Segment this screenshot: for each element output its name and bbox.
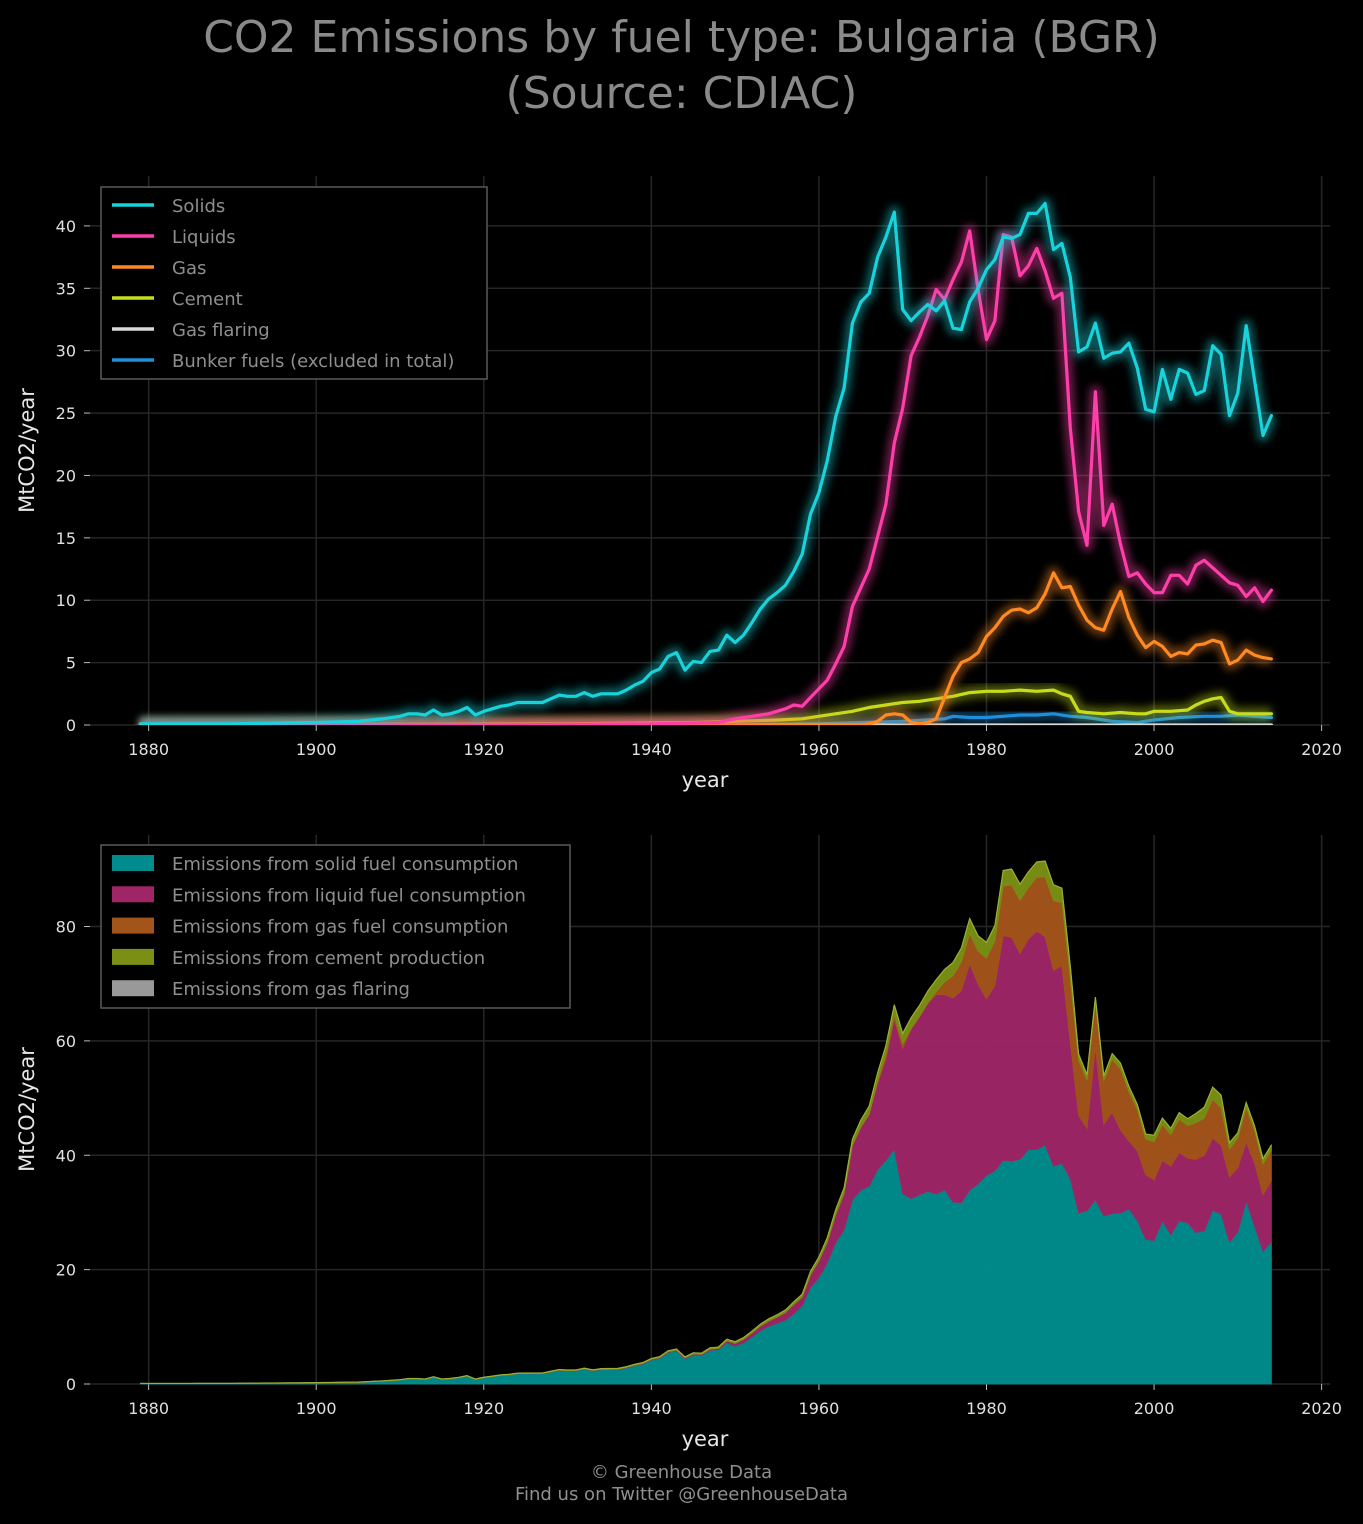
area-total-outline: [140, 860, 1272, 1384]
top-xtick-label-1940: 1940: [631, 740, 672, 759]
bottom-xtick-label-1960: 1960: [799, 1399, 840, 1418]
series-line-cement: [138, 688, 1273, 725]
top-ytick-label-20: 20: [56, 466, 76, 485]
bottom-ytick-label-40: 40: [56, 1146, 76, 1165]
bottom-xtick-label-1880: 1880: [128, 1399, 169, 1418]
top-xtick-label-2020: 2020: [1301, 740, 1342, 759]
legend-swatch-emissions-from-solid-fuel-consumption: [112, 855, 154, 871]
top-xtick-label-2000: 2000: [1134, 740, 1175, 759]
bottom-area-group: [139, 860, 1272, 1385]
top-xtick-label-1880: 1880: [128, 740, 169, 759]
footer-copyright: © Greenhouse Data: [590, 1462, 773, 1483]
chart-title-line1: CO2 Emissions by fuel type: Bulgaria (BG…: [203, 12, 1160, 63]
footer-twitter: Find us on Twitter @GreenhouseData: [514, 1484, 849, 1505]
top-legend: Solids Liquids Gas Cement Gas flaring Bunker …: [100, 186, 488, 380]
line-chart: 1880 1900 1920 1940 1960 1980 2000 2020 0 5 10 15 20…: [15, 176, 1342, 792]
legend-label-cement: Cement: [172, 289, 243, 310]
footer-credit: © Greenhouse Data Find us on Twitter @Gr…: [0, 1462, 1363, 1506]
top-xtick-label-1900: 1900: [296, 740, 337, 759]
top-y-axis-label: MtCO2/year: [15, 388, 39, 513]
chart-title-line2: (Source: CDIAC): [505, 68, 858, 119]
bottom-xtick-label-1940: 1940: [631, 1399, 672, 1418]
top-x-axis-label: year: [682, 768, 729, 792]
legend-label-emissions-from-liquid-fuel-consumption: Emissions from liquid fuel consumption: [172, 885, 526, 906]
legend-label-emissions-from-solid-fuel-consumption: Emissions from solid fuel consumption: [172, 854, 518, 875]
top-ytick-label-40: 40: [56, 217, 76, 236]
legend-label-emissions-from-gas-flaring: Emissions from gas flaring: [172, 979, 410, 1000]
top-ytick-label-10: 10: [56, 591, 76, 610]
bottom-ytick-label-0: 0: [66, 1375, 76, 1394]
bottom-xtick-label-1980: 1980: [966, 1399, 1007, 1418]
bottom-y-axis-label: MtCO2/year: [15, 1047, 39, 1172]
legend-swatch-emissions-from-gas-flaring: [112, 980, 154, 997]
bottom-xtick-label-1900: 1900: [296, 1399, 337, 1418]
legend-label-solids: Solids: [172, 196, 225, 217]
bottom-ytick-label-20: 20: [56, 1261, 76, 1280]
top-ytick-label-0: 0: [66, 716, 76, 735]
legend-swatch-emissions-from-cement-production: [112, 948, 154, 965]
series-line-solids: [138, 201, 1273, 725]
bottom-x-axis-label: year: [682, 1427, 729, 1451]
top-series-group: [138, 197, 1278, 725]
legend-label-gas-flaring: Gas flaring: [172, 320, 270, 341]
series-line-gas: [138, 571, 1273, 725]
stacked-area-chart: 1880 1900 1920 1940 1960 1980 2000 2020 0 20 40 60 8…: [15, 835, 1342, 1451]
bottom-xtick-label-2020: 2020: [1301, 1399, 1342, 1418]
legend-label-liquids: Liquids: [172, 227, 236, 248]
legend-label-emissions-from-cement-production: Emissions from cement production: [172, 948, 485, 969]
bottom-legend: Emissions from solid fuel consumption Emi…: [100, 844, 571, 1009]
bottom-xtick-label-1920: 1920: [463, 1399, 504, 1418]
bottom-ytick-label-80: 80: [56, 918, 76, 937]
legend-label-gas: Gas: [172, 258, 206, 279]
legend-label-emissions-from-gas-fuel-consumption: Emissions from gas fuel consumption: [172, 917, 508, 938]
series-line-liquids: [138, 229, 1273, 725]
top-ytick-label-35: 35: [56, 279, 76, 298]
chart-title: CO2 Emissions by fuel type: Bulgaria (BG…: [0, 10, 1363, 122]
top-xtick-label-1920: 1920: [463, 740, 504, 759]
bottom-legend-frame: [100, 844, 571, 1009]
bottom-ytick-label-60: 60: [56, 1032, 76, 1051]
top-ytick-label-25: 25: [56, 404, 76, 423]
top-xtick-label-1960: 1960: [799, 740, 840, 759]
bottom-xtick-label-2000: 2000: [1134, 1399, 1175, 1418]
legend-swatch-emissions-from-gas-fuel-consumption: [112, 917, 154, 934]
top-ytick-label-5: 5: [66, 654, 76, 673]
legend-label-bunker-fuels-excluded-in-total: Bunker fuels (excluded in total): [172, 351, 454, 372]
top-ytick-label-15: 15: [56, 529, 76, 548]
legend-swatch-emissions-from-liquid-fuel-consumption: [112, 886, 154, 903]
top-legend-frame: [100, 186, 488, 380]
top-xtick-label-1980: 1980: [966, 740, 1007, 759]
top-ytick-label-30: 30: [56, 342, 76, 361]
